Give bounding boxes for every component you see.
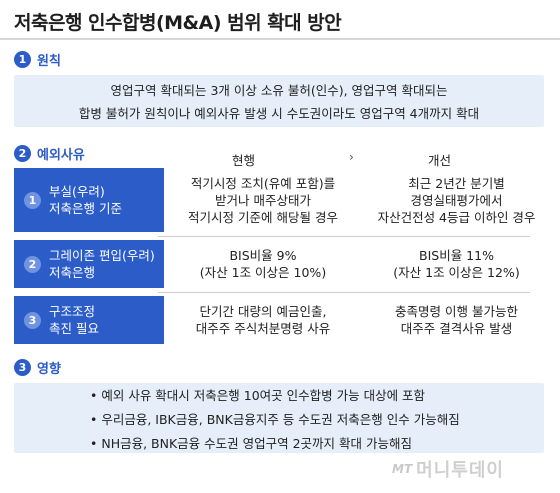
logo-mark: MT [392, 462, 413, 476]
logo-text: 머니투데이 [416, 460, 504, 481]
row-label-text: 그레이존 편입(우려) 저축은행 [49, 247, 155, 281]
change-cell: 충족명령 이행 불가능한 대주주 결격사유 발생 [369, 296, 544, 344]
row-label-line: 구조조정 [49, 304, 96, 319]
section-impact-header: 3 영향 [14, 358, 61, 377]
cell-line: 적기시정 조치(유예 포함)를 [190, 175, 336, 191]
cell-line: (자산 1조 이상은 12%) [393, 265, 520, 280]
row-divider [158, 236, 530, 237]
row-divider [158, 292, 530, 293]
row-label: 1 부실(우려) 저축은행 기준 [14, 168, 164, 232]
row-label-line: 그레이존 편입(우려) [49, 248, 155, 263]
title-divider [0, 38, 560, 40]
section-label: 예외사유 [37, 148, 85, 163]
cell-line: 대주주 결격사유 발생 [400, 321, 513, 336]
impact-box: • 예외 사유 확대시 저축은행 10여곳 인수합병 가능 대상에 포함 • 우… [14, 383, 544, 453]
current-cell: BIS비율 9% (자산 1조 이상은 10%) [172, 240, 354, 288]
cell-line: 단기간 대량의 예금인출, [199, 304, 327, 319]
cell-line: 받거나 매주상태가 [215, 192, 311, 208]
section-label: 영향 [37, 362, 61, 377]
column-header-change: 개선 [428, 153, 452, 168]
row-number-badge: 3 [24, 311, 41, 329]
cell-line: (자산 1조 이상은 10%) [199, 265, 327, 280]
row-label-text: 부실(우려) 저축은행 기준 [49, 183, 122, 217]
column-header-current: 현행 [232, 153, 256, 168]
principle-line: 합병 불허가 원칙이나 예외사유 발생 시 수도권이라도 영업구역 4개까지 확… [78, 106, 480, 121]
exception-row: 3 구조조정 촉진 필요 단기간 대량의 예금인출, 대주주 주식처분명령 사유… [14, 296, 544, 344]
change-cell: 최근 2년간 분기별 경영실태평가에서 자산건전성 4등급 이하인 경우 [369, 168, 544, 232]
row-label-line: 저축은행 [49, 265, 96, 280]
page-title: 저축은행 인수합병(M&A) 범위 확대 방안 [14, 12, 342, 34]
section-number-badge: 2 [14, 145, 31, 162]
exception-row: 2 그레이존 편입(우려) 저축은행 BIS비율 9% (자산 1조 이상은 1… [14, 240, 544, 288]
exception-row: 1 부실(우려) 저축은행 기준 적기시정 조치(유예 포함)를 받거나 매주상… [14, 168, 544, 232]
current-cell: 단기간 대량의 예금인출, 대주주 주식처분명령 사유 [172, 296, 354, 344]
row-label-line: 촉진 필요 [49, 321, 99, 336]
row-number-badge: 2 [24, 255, 41, 273]
publisher-logo: MT 머니투데이 [392, 456, 504, 482]
row-label-text: 구조조정 촉진 필요 [49, 303, 99, 337]
current-cell: 적기시정 조치(유예 포함)를 받거나 매주상태가 적기시정 기준에 해당될 경… [172, 168, 354, 232]
row-label: 3 구조조정 촉진 필요 [14, 296, 164, 344]
impact-item: • 예외 사유 확대시 저축은행 10여곳 인수합병 가능 대상에 포함 [90, 387, 426, 403]
row-label-line: 부실(우려) [49, 184, 105, 199]
section-label: 원칙 [37, 54, 61, 69]
change-cell: BIS비율 11% (자산 1조 이상은 12%) [369, 240, 544, 288]
section-number-badge: 3 [14, 359, 31, 376]
cell-line: 자산건전성 4등급 이하인 경우 [377, 209, 536, 225]
cell-line: 적기시정 기준에 해당될 경우 [188, 209, 338, 225]
cell-line: 충족명령 이행 불가능한 [395, 304, 518, 319]
row-label: 2 그레이존 편입(우려) 저축은행 [14, 240, 164, 288]
principle-line: 영업구역 확대되는 3개 이상 소유 불허(인수), 영업구역 확대되는 [110, 83, 448, 98]
column-arrow: › [349, 150, 354, 164]
row-number-badge: 1 [24, 191, 41, 209]
cell-line: BIS비율 11% [419, 248, 494, 263]
row-label-line: 저축은행 기준 [49, 201, 122, 216]
impact-item: • 우리금융, IBK금융, BNK금융지주 등 수도권 저축은행 인수 가능해… [90, 411, 460, 427]
cell-line: 최근 2년간 분기별 [408, 175, 505, 191]
impact-item: • NH금융, BNK금융 수도권 영업구역 2곳까지 확대 가능해짐 [90, 435, 412, 451]
principle-box: 영업구역 확대되는 3개 이상 소유 불허(인수), 영업구역 확대되는 합병 … [14, 75, 544, 127]
cell-line: 대주주 주식처분명령 사유 [195, 321, 331, 336]
section-number-badge: 1 [14, 51, 31, 68]
cell-line: 경영실태평가에서 [410, 192, 503, 208]
cell-line: BIS비율 9% [229, 248, 297, 263]
section-exception-header: 2 예외사유 [14, 144, 85, 163]
section-principle-header: 1 원칙 [14, 50, 61, 69]
